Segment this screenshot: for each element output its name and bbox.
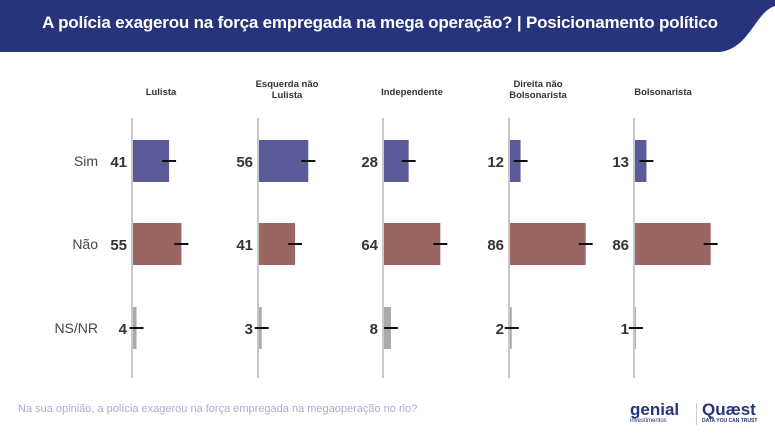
genial-logo: genial investimentos — [630, 400, 680, 424]
bar — [384, 223, 441, 265]
quaest-logo: Quæst DATA YOU CAN TRUST — [702, 400, 758, 424]
group-label: Independente — [381, 87, 443, 98]
group-label: Bolsonarista — [634, 87, 692, 98]
bar — [635, 223, 711, 265]
bar — [133, 223, 182, 265]
data-label: 4 — [119, 321, 128, 338]
header-banner — [0, 0, 775, 52]
group-label: Esquerda não — [256, 79, 319, 90]
page-title: A polícia exagerou na força empregada na… — [42, 13, 718, 32]
category-label: NS/NR — [54, 320, 98, 336]
data-label: 41 — [236, 237, 253, 254]
data-label: 2 — [496, 321, 504, 338]
data-label: 1 — [621, 321, 629, 338]
bar — [259, 140, 309, 182]
data-label: 12 — [487, 154, 504, 171]
group-label: Lulista — [146, 87, 177, 98]
question-text: Na sua opinião, a polícia exagerou na fo… — [18, 403, 418, 415]
group-label: Lulista — [272, 90, 303, 101]
data-label: 86 — [612, 237, 629, 254]
group-label: Bolsonarista — [509, 90, 567, 101]
category-label: Sim — [74, 153, 98, 169]
data-label: 64 — [361, 237, 378, 254]
data-label: 8 — [370, 321, 378, 338]
data-label: 55 — [110, 237, 127, 254]
data-label: 28 — [361, 154, 378, 171]
data-label: 3 — [245, 321, 253, 338]
data-label: 41 — [110, 154, 127, 171]
group-label: Direita não — [513, 79, 562, 90]
bar — [510, 223, 586, 265]
data-label: 56 — [236, 154, 253, 171]
data-label: 13 — [612, 154, 629, 171]
category-label: Não — [72, 236, 98, 252]
data-label: 86 — [487, 237, 504, 254]
